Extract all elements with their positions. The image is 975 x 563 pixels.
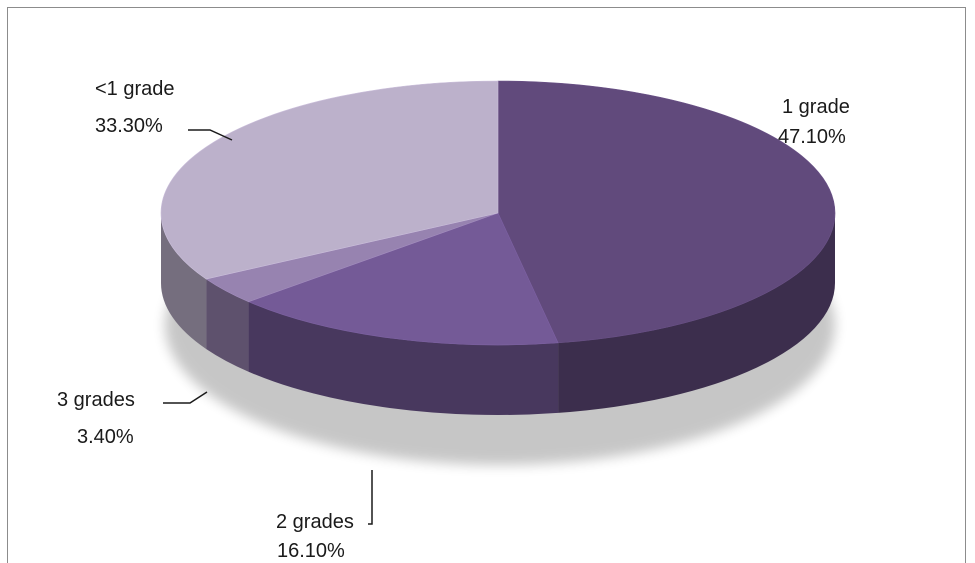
pie-slice-lt1-grade [160,80,499,280]
label-1-grade-name: 1 grade [782,96,850,118]
pie-sides [161,213,835,415]
label-2-grades-value: 16.10% [277,540,345,562]
leader-2-grades [368,470,373,525]
leader-3-grades [163,391,208,404]
label-2-grades-name: 2 grades [276,511,354,533]
leader-lines [163,129,373,525]
chart-frame [7,7,966,563]
label-lt1-grade-name: <1 grade [95,78,175,100]
pie-slice-1-grade [497,80,836,344]
pie-side-2-grades [248,301,559,415]
pie-tops [160,80,836,346]
label-3-grades-name: 3 grades [57,389,135,411]
pie-side-1-grade [558,213,835,413]
label-3-grades-value: 3.40% [77,426,134,448]
label-lt1-grade-value: 33.30% [95,115,163,137]
pie-side-3-grades [206,279,249,372]
pie-slice-2-grades [247,212,559,346]
label-1-grade-value: 47.10% [778,126,846,148]
leader-lt1-grade [188,129,233,141]
